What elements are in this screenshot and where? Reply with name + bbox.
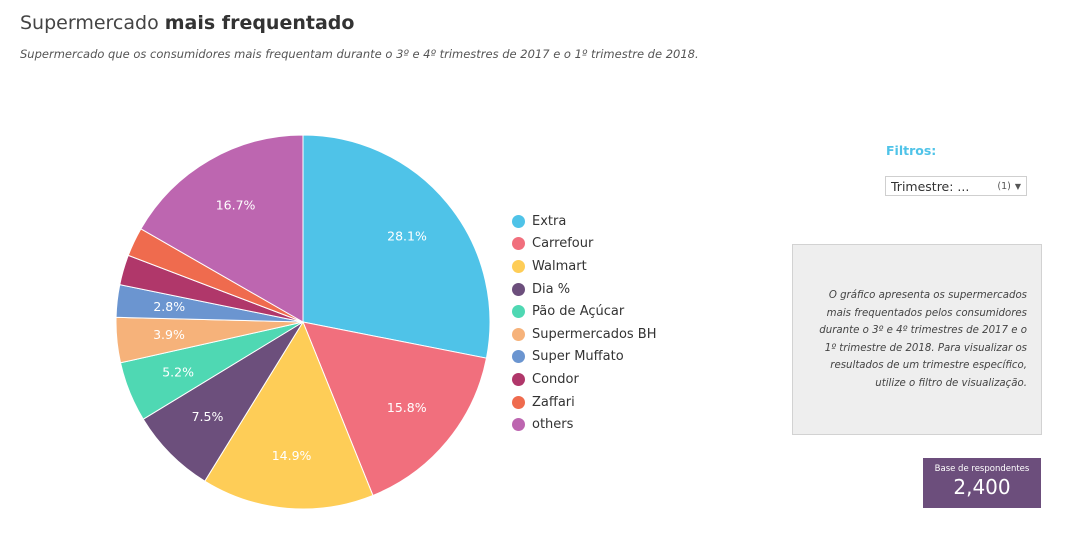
legend-swatch-4 [512,305,525,319]
legend-label-9: others [532,417,574,433]
slice-label-2: 14.9% [272,448,312,463]
legend-item-0[interactable]: Extra [512,210,657,233]
pie-chart: 28.1% 15.8% 14.9% 7.5% 5.2% 3.9% 2.8% 16.7% [115,134,491,510]
legend-swatch-1 [512,237,525,251]
chart-legend: Extra Carrefour Walmart Dia % Pão de Açúcar S… [512,210,657,436]
legend-swatch-7 [512,372,525,386]
legend-swatch-2 [512,259,525,273]
slice-label-4: 5.2% [162,364,194,379]
info-text: O gráfico apresenta os supermercados mai… [819,290,1027,389]
respondents-value: 2,400 [953,475,1011,499]
legend-swatch-6 [512,350,525,364]
respondents-label: Base de respondentes [934,464,1030,474]
info-box: O gráfico apresenta os supermercados mai… [792,244,1042,435]
legend-item-9[interactable]: others [512,413,657,436]
legend-swatch-0 [512,214,525,228]
legend-label-3: Dia % [532,281,571,297]
legend-label-7: Condor [532,371,579,387]
slice-label-1: 15.8% [387,400,427,415]
legend-label-6: Super Muffato [532,349,624,365]
pie-slice-2 [204,320,374,510]
legend-label-2: Walmart [532,258,587,274]
legend-swatch-3 [512,282,525,296]
legend-label-0: Extra [532,213,567,229]
legend-item-5[interactable]: Supermercados BH [512,323,657,346]
filter-select-value: Trimestre: ... [891,178,970,194]
pie-slice-0 [302,134,491,359]
quarter-filter-select[interactable]: Trimestre: ... (1) ▼ [885,176,1027,196]
chevron-down-icon: ▼ [1014,181,1021,191]
legend-item-3[interactable]: Dia % [512,278,657,301]
slice-label-6: 2.8% [153,299,185,314]
legend-swatch-5 [512,327,525,341]
legend-item-2[interactable]: Walmart [512,255,657,278]
legend-item-7[interactable]: Condor [512,368,657,391]
page-title: Supermercado mais frequentado [20,12,354,34]
legend-item-4[interactable]: Pão de Açúcar [512,300,657,323]
slice-label-9: 16.7% [216,197,256,212]
legend-item-1[interactable]: Carrefour [512,233,657,256]
page-subtitle: Supermercado que os consumidores mais fr… [20,47,699,61]
pie-slice-9 [140,134,304,323]
respondents-badge: Base de respondentes 2,400 [923,458,1041,508]
slice-label-5: 3.9% [153,327,185,342]
legend-label-8: Zaffari [532,394,575,410]
legend-swatch-9 [512,418,525,432]
legend-swatch-8 [512,395,525,409]
filter-select-count: (1) [997,180,1011,192]
title-bold: mais frequentado [164,12,355,34]
filters-label: Filtros: [886,143,937,158]
slice-label-3: 7.5% [192,409,224,424]
legend-label-1: Carrefour [532,236,594,252]
legend-item-8[interactable]: Zaffari [512,391,657,414]
title-light: Supermercado [20,12,159,34]
slice-label-0: 28.1% [387,229,427,244]
legend-item-6[interactable]: Super Muffato [512,346,657,369]
pie-slice-1 [302,321,488,497]
legend-label-4: Pão de Açúcar [532,304,625,320]
legend-label-5: Supermercados BH [532,326,657,342]
